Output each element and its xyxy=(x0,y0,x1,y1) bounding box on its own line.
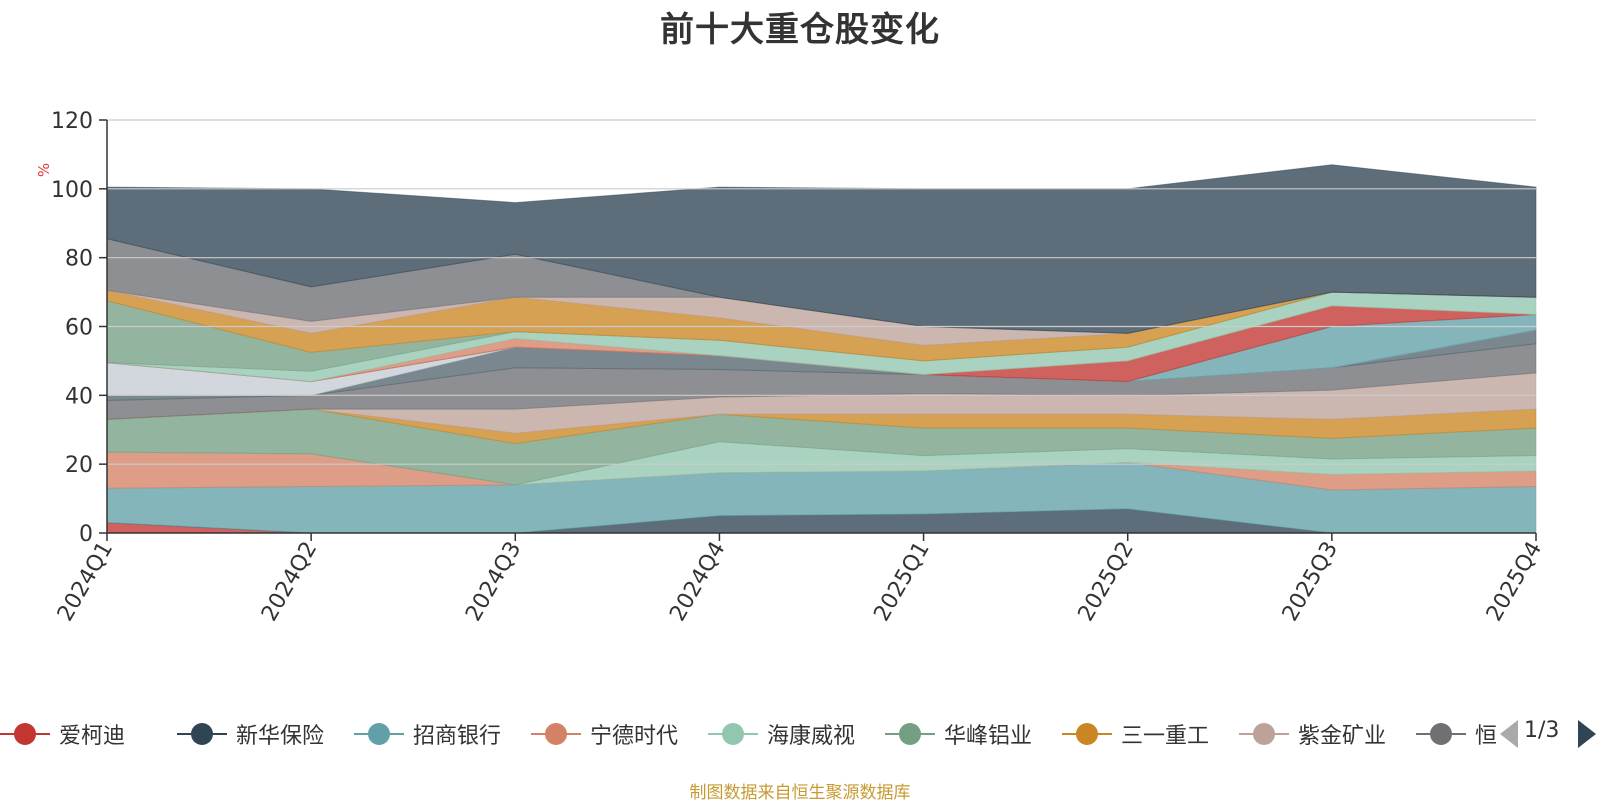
legend-label: 恒 xyxy=(1475,724,1498,749)
legend-label: 华峰铝业 xyxy=(944,724,1033,749)
legend-marker-icon xyxy=(177,720,227,748)
x-tick-label: 2024Q2 xyxy=(257,538,322,626)
y-axis-label: % xyxy=(35,163,53,177)
legend-item-招商银行[interactable]: 招商银行 xyxy=(354,712,501,756)
legend-label: 三一重工 xyxy=(1121,724,1210,749)
legend-label: 招商银行 xyxy=(413,724,502,749)
legend-marker-icon xyxy=(1239,720,1289,748)
legend-item-三一重工[interactable]: 三一重工 xyxy=(1062,712,1209,756)
chart-plot: 0 20 40 60 80 100 120% 2024Q1 2024Q2 2024Q3 2024Q4… xyxy=(35,109,1547,626)
y-tick-label: 60 xyxy=(65,316,93,341)
legend-marker-icon xyxy=(354,720,404,748)
pager-next-icon[interactable] xyxy=(1578,720,1596,748)
pager-page-text: 1/3 xyxy=(1524,718,1560,743)
source-footnote: 制图数据来自恒生聚源数据库 xyxy=(689,783,911,803)
legend-item-海康威视[interactable]: 海康威视 xyxy=(708,712,855,756)
legend-marker-icon xyxy=(1416,720,1466,748)
legend-item-新华保险[interactable]: 新华保险 xyxy=(177,712,324,756)
legend-marker-icon xyxy=(708,720,758,748)
legend-label: 宁德时代 xyxy=(590,724,679,749)
legend-item-华峰铝业[interactable]: 华峰铝业 xyxy=(885,712,1032,756)
grid-lines xyxy=(107,119,1536,465)
legend-marker-icon xyxy=(531,720,581,748)
x-tick-label: 2025Q4 xyxy=(1482,538,1547,626)
area-series-20[interactable] xyxy=(106,164,1537,334)
legend-marker-icon xyxy=(0,720,50,748)
y-tick-label: 80 xyxy=(65,247,93,272)
legend-label: 爱柯迪 xyxy=(59,724,126,749)
area-layers xyxy=(106,164,1537,534)
legend-marker-icon xyxy=(1062,720,1112,748)
x-tick-label: 2025Q2 xyxy=(1074,538,1139,626)
legend-item-宁德时代[interactable]: 宁德时代 xyxy=(531,712,678,756)
y-tick-label: 120 xyxy=(51,109,93,134)
pager-prev-icon[interactable] xyxy=(1500,720,1518,748)
legend-item-紫金矿业[interactable]: 紫金矿业 xyxy=(1239,712,1386,756)
y-tick-label: 40 xyxy=(65,384,93,409)
x-tick-label: 2025Q1 xyxy=(869,538,934,626)
x-tick-label: 2024Q1 xyxy=(53,538,118,626)
legend: 爱柯迪 新华保险 招商银行 宁德时代 海康威视 华峰铝业 三一重工 紫金矿业 恒 xyxy=(0,712,1600,756)
legend-label: 海康威视 xyxy=(767,724,856,749)
legend-item-爱柯迪[interactable]: 爱柯迪 xyxy=(0,712,125,756)
legend-label: 新华保险 xyxy=(236,724,325,749)
legend-pager: 1/3 xyxy=(1496,716,1600,752)
y-tick-label: 100 xyxy=(51,178,93,203)
legend-marker-icon xyxy=(885,720,935,748)
chart-title: 前十大重仓股变化 xyxy=(660,10,940,50)
y-tick-label: 20 xyxy=(65,453,93,478)
x-tick-label: 2024Q3 xyxy=(461,538,526,626)
y-tick-label: 0 xyxy=(79,522,93,547)
x-tick-label: 2024Q4 xyxy=(665,538,730,626)
legend-label: 紫金矿业 xyxy=(1298,724,1387,749)
x-tick-label: 2025Q3 xyxy=(1278,538,1343,626)
legend-fade xyxy=(1451,0,1496,44)
legend-item-恒瑞医药[interactable]: 恒 xyxy=(1416,712,1497,756)
